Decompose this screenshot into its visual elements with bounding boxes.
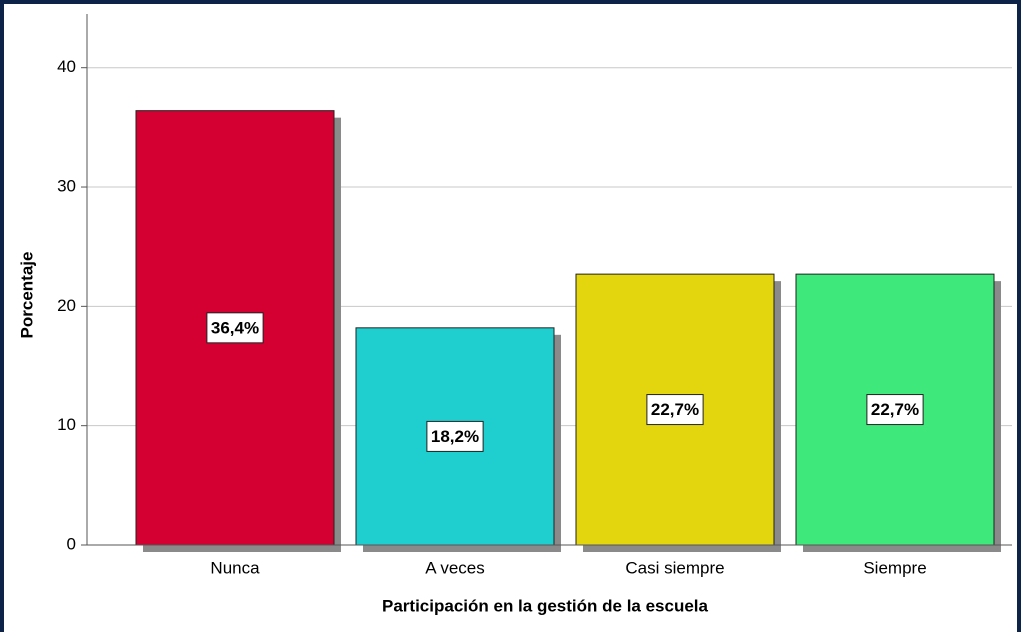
value-label-box — [206, 312, 264, 344]
value-label: 18,2% — [431, 427, 479, 446]
value-label-box — [866, 394, 924, 426]
y-tick-label: 40 — [57, 57, 76, 76]
y-tick-label: 20 — [57, 296, 76, 315]
y-tick-label: 10 — [57, 415, 76, 434]
x-tick-label: Siempre — [863, 558, 926, 577]
y-tick-label: 30 — [57, 177, 76, 196]
value-label: 22,7% — [871, 400, 919, 419]
x-tick-label: A veces — [425, 558, 485, 577]
x-axis-title: Participación en la gestión de la escuel… — [382, 596, 709, 615]
value-label-box — [426, 420, 484, 452]
x-tick-label: Casi siempre — [625, 558, 724, 577]
x-tick-label: Nunca — [210, 558, 260, 577]
y-tick-label: 0 — [67, 534, 76, 553]
value-label: 36,4% — [211, 318, 259, 337]
value-label: 22,7% — [651, 400, 699, 419]
value-label-box — [646, 394, 704, 426]
y-axis-title: Porcentaje — [17, 252, 36, 339]
